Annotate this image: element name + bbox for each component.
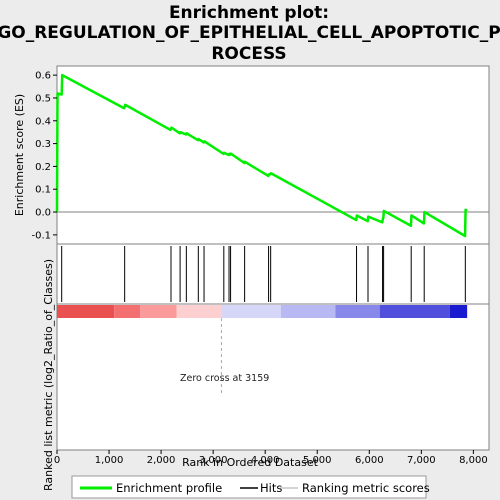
- metric-segment-3: [176, 305, 222, 318]
- chart-title-line-2: GO_REGULATION_OF_EPITHELIAL_CELL_APOPTOT…: [0, 23, 500, 43]
- metric-segment-6: [335, 305, 380, 318]
- es-panel: [56, 65, 490, 245]
- y-tick-label-3: 0.2: [35, 162, 51, 173]
- metric-segment-7: [379, 305, 450, 318]
- x-axis: 0 1,000 2,000 3,000 4,000 5,000 6,000 7,000 8,00…: [54, 450, 488, 466]
- legend-hits-label: Hits: [260, 481, 282, 495]
- y-tick-label-1: 0.0: [35, 208, 51, 219]
- chart-title-line-1: Enrichment plot:: [169, 3, 329, 23]
- x-tick-label-4: 4,000: [251, 455, 280, 466]
- y-tick-label-2: 0.1: [35, 185, 51, 196]
- legend-box: [71, 475, 427, 499]
- zero-cross-label: Zero cross at 3159: [180, 373, 269, 384]
- x-tick-label-3: 3,000: [199, 455, 228, 466]
- metric-segment-5: [280, 305, 336, 318]
- x-tick-label-2: 2,000: [147, 455, 176, 466]
- enrichment-profile-line: [55, 73, 468, 238]
- y-axis-label-bottom: Ranked list metric (log2_Ratio_of_Classe…: [42, 259, 55, 491]
- x-tick-label-1: 1,000: [95, 455, 124, 466]
- metric-segment-1: [114, 305, 141, 318]
- legend-enrichment-label: Enrichment profile: [116, 481, 222, 495]
- x-tick-label-7: 7,000: [407, 455, 436, 466]
- x-tick-label-5: 5,000: [303, 455, 332, 466]
- hits-layer: [61, 246, 466, 302]
- x-tick-label-0: 0: [54, 455, 60, 466]
- metric-panel: [56, 303, 490, 451]
- x-tick-label-6: 6,000: [355, 455, 384, 466]
- metric-segment-8: [449, 305, 468, 318]
- y-axis-label-top: Enrichment score (ES): [13, 94, 26, 216]
- x-tick-label-8: 8,000: [459, 455, 488, 466]
- hits-panel: [56, 243, 490, 305]
- y-tick-label-5: 0.4: [35, 116, 51, 127]
- x-axis-label: Rank in Ordered Dataset: [182, 456, 319, 469]
- metric-segment-2: [140, 305, 177, 318]
- y-axis: -0.1 0.0 0.1 0.2 0.3 0.4 0.5 0.6: [31, 71, 57, 241]
- ranking-metric-layer: [57, 305, 468, 395]
- y-tick-label-6: 0.5: [35, 93, 51, 104]
- metric-segment-4: [221, 305, 281, 318]
- y-tick-label-4: 0.3: [35, 139, 51, 150]
- metric-segment-0: [57, 305, 115, 318]
- legend-metric-label: Ranking metric scores: [302, 481, 430, 495]
- y-tick-label-0: -0.1: [31, 230, 51, 241]
- enrichment-profile-layer: [55, 73, 468, 238]
- chart-title-line-3: ROCESS: [211, 44, 286, 64]
- y-tick-label-7: 0.6: [35, 71, 51, 82]
